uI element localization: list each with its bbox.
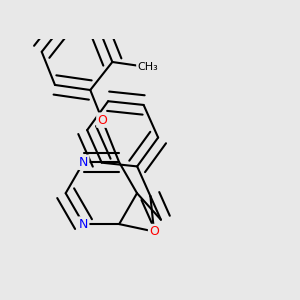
Text: O: O: [98, 114, 107, 127]
Text: N: N: [79, 156, 88, 169]
Text: N: N: [79, 218, 88, 231]
Text: O: O: [149, 225, 159, 238]
Text: CH₃: CH₃: [137, 62, 158, 72]
